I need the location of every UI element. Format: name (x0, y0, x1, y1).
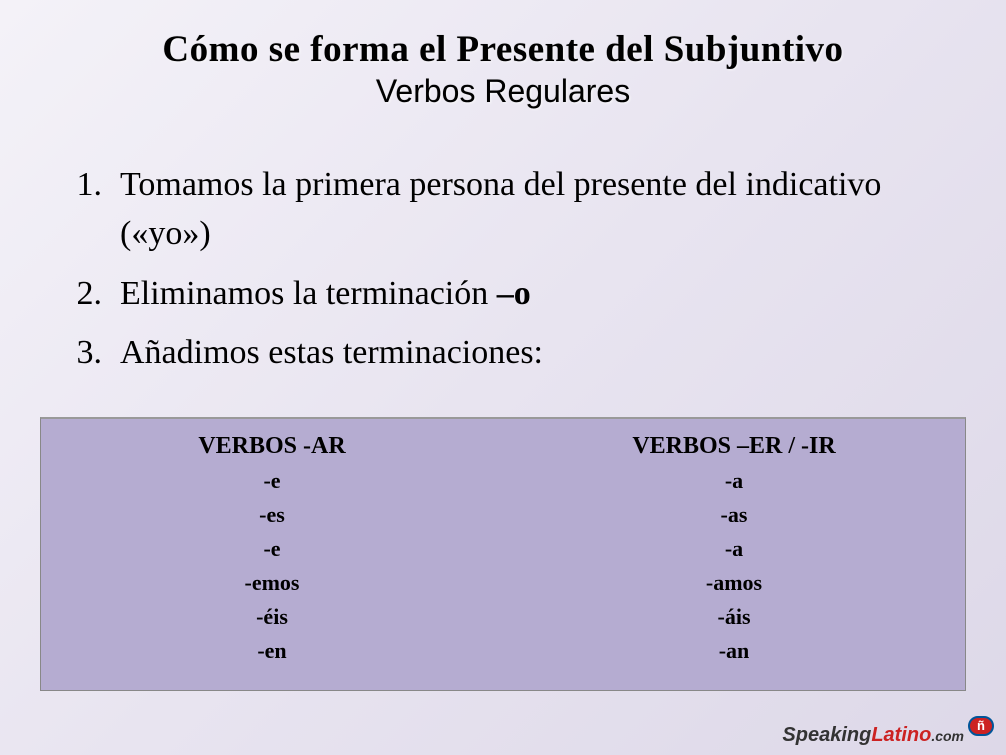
ending-item: -e (41, 536, 503, 562)
steps-list: 1. Tomamos la primera persona del presen… (0, 130, 1006, 417)
col-header-er-ir: VERBOS –ER / -IR (503, 433, 965, 460)
table-col-er-ir: VERBOS –ER / -IR -a -as -a -amos -áis -a… (503, 433, 965, 672)
ending-item: -a (503, 536, 965, 562)
step-text-bold: –o (497, 275, 531, 312)
step-text: Eliminamos la terminación –o (120, 269, 936, 318)
step-number: 2. (70, 269, 120, 318)
logo-part-com: .com (931, 728, 964, 744)
step-text-pre: Eliminamos la terminación (120, 275, 497, 312)
main-title: Cómo se forma el Presente del Subjuntivo (0, 28, 1006, 71)
logo-part-latino: Latino (871, 724, 931, 747)
ending-item: -es (41, 502, 503, 528)
ending-item: -en (41, 638, 503, 664)
ending-item: -emos (41, 570, 503, 596)
endings-table: VERBOS -AR -e -es -e -emos -éis -en VERB… (40, 417, 966, 691)
logo-speaking-latino: SpeakingLatino.com ñ (782, 724, 994, 747)
subtitle: Verbos Regulares (0, 73, 1006, 110)
logo-bubble-icon: ñ (968, 716, 994, 736)
ending-item: -amos (503, 570, 965, 596)
step-item-2: 2. Eliminamos la terminación –o (70, 269, 936, 318)
step-text: Añadimos estas terminaciones: (120, 328, 936, 377)
ending-item: -áis (503, 604, 965, 630)
col-header-ar: VERBOS -AR (41, 433, 503, 460)
ending-item: -e (41, 468, 503, 494)
ending-item: -an (503, 638, 965, 664)
step-text-pre: Añadimos estas terminaciones: (120, 334, 543, 371)
ending-item: -éis (41, 604, 503, 630)
logo-part-speaking: Speaking (782, 724, 871, 747)
title-block: Cómo se forma el Presente del Subjuntivo… (0, 0, 1006, 130)
table-columns: VERBOS -AR -e -es -e -emos -éis -en VERB… (41, 433, 965, 672)
ending-item: -a (503, 468, 965, 494)
step-item-3: 3. Añadimos estas terminaciones: (70, 328, 936, 377)
table-col-ar: VERBOS -AR -e -es -e -emos -éis -en (41, 433, 503, 672)
step-text-pre: Tomamos la primera persona del presente … (120, 166, 881, 252)
step-item-1: 1. Tomamos la primera persona del presen… (70, 160, 936, 259)
step-text: Tomamos la primera persona del presente … (120, 160, 936, 259)
step-number: 1. (70, 160, 120, 259)
step-number: 3. (70, 328, 120, 377)
ending-item: -as (503, 502, 965, 528)
